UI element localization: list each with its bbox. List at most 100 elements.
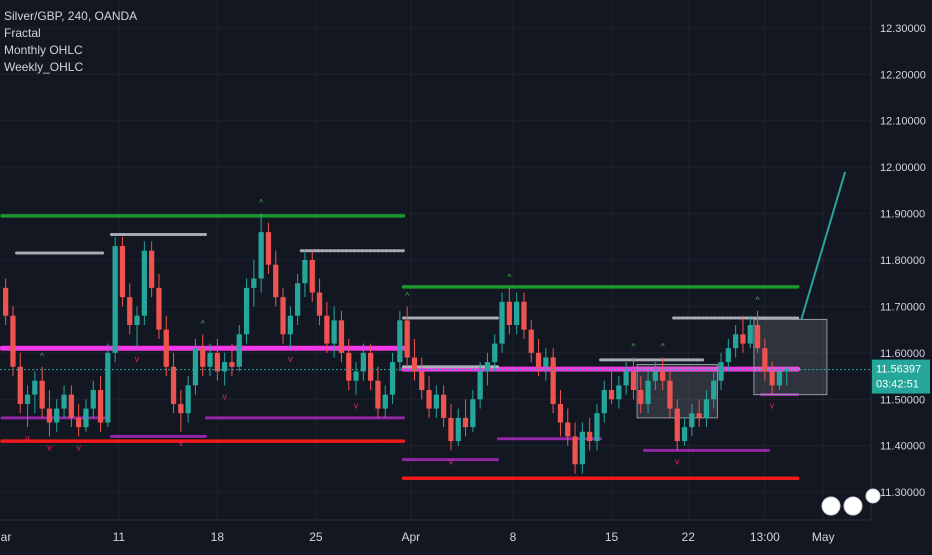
candle-body: [76, 417, 82, 428]
fractal-down-marker: v: [222, 391, 227, 401]
candle-body: [550, 357, 556, 404]
event-icons[interactable]: [821, 488, 881, 516]
symbol-title[interactable]: Silver/GBP, 240, OANDA: [4, 9, 138, 23]
candle-body: [287, 315, 293, 335]
candle-body: [324, 315, 330, 344]
fractal-down-marker: v: [770, 401, 775, 411]
candle-body: [455, 417, 461, 442]
calendar-event-icon[interactable]: [865, 488, 881, 504]
candle-body: [747, 325, 753, 344]
candle-body: [587, 431, 593, 442]
candle-body: [316, 292, 323, 316]
time-tick-label: 13:00: [750, 530, 780, 544]
candle-body: [725, 348, 731, 363]
candle-body: [127, 297, 133, 325]
candle-body: [222, 362, 228, 372]
fractal-down-marker: v: [25, 433, 30, 443]
candle-body: [149, 250, 155, 288]
candle-body: [740, 334, 746, 344]
calendar-event-icon[interactable]: [821, 496, 841, 516]
price-tick-label: 12.10000: [880, 116, 926, 128]
time-tick-label: 18: [211, 530, 225, 544]
fractal-up-marker: ^: [631, 342, 636, 352]
time-tick-label: Apr: [401, 530, 420, 544]
candle-body: [470, 399, 476, 428]
candles: [3, 213, 790, 474]
candle-body: [119, 246, 126, 298]
candle-body: [543, 357, 549, 367]
candle-body: [32, 380, 38, 395]
candle-body: [54, 408, 60, 423]
candle-body: [112, 246, 118, 353]
candle-body: [236, 334, 242, 367]
candle-body: [623, 371, 629, 386]
candle-body: [616, 385, 622, 400]
candle-body: [83, 408, 89, 428]
candle-body: [645, 380, 651, 404]
price-tick-label: 11.30000: [880, 487, 925, 499]
candle-body: [192, 348, 199, 386]
fractal-up-marker: ^: [661, 342, 666, 352]
fractal-down-marker: v: [449, 456, 454, 466]
fractal-down-marker: v: [179, 438, 184, 448]
price-tick-label: 11.50000: [880, 394, 925, 406]
price-tick-label: 11.90000: [880, 209, 925, 221]
candle-body: [3, 287, 9, 316]
chart-legend: Silver/GBP, 240, OANDA Fractal Monthly O…: [4, 8, 137, 76]
fractal-up-marker: ^: [405, 290, 410, 300]
candle-body: [251, 278, 257, 288]
price-axis[interactable]: 12.30000 12.20000 12.10000 12.00000 11.90000…: [870, 0, 926, 520]
candle-body: [448, 417, 454, 442]
candle-body: [411, 357, 418, 372]
candle-body: [273, 264, 279, 298]
candle-body: [667, 380, 673, 409]
candle-body: [762, 348, 768, 372]
fractal-down-marker: v: [47, 442, 52, 452]
indicator-fractal[interactable]: Fractal: [4, 26, 41, 40]
price-tick-label: 12.00000: [880, 162, 926, 174]
candle-body: [368, 352, 374, 381]
candle-body: [784, 369, 790, 372]
fractal-up-marker: ^: [755, 295, 760, 305]
candle-body: [681, 427, 688, 442]
candle-body: [638, 390, 644, 404]
fractal-up-marker: ^: [507, 272, 512, 282]
calendar-event-icon[interactable]: [843, 496, 863, 516]
time-tick-label: 25: [309, 530, 323, 544]
candle-body: [90, 390, 96, 409]
candle-body: [674, 408, 680, 442]
candle-body: [433, 394, 439, 409]
candle-body: [521, 301, 527, 330]
candle-body: [528, 329, 534, 353]
candle-body: [441, 394, 447, 418]
candle-body: [207, 352, 213, 367]
indicator-monthly-ohlc[interactable]: Monthly OHLC: [4, 43, 83, 57]
indicator-weekly-ohlc[interactable]: Weekly_OHLC: [4, 60, 84, 74]
candle-body: [68, 394, 74, 418]
candle-body: [309, 260, 315, 293]
candle-body: [776, 371, 783, 386]
candle-body: [105, 352, 111, 423]
candle-body: [302, 260, 308, 284]
candle-body: [696, 413, 702, 418]
candle-body: [506, 301, 512, 325]
candle-body: [258, 232, 264, 279]
price-tag: 11.56397 03:42:51: [872, 359, 930, 394]
candle-body: [295, 283, 301, 316]
projection-line[interactable]: [800, 171, 847, 320]
candle-body: [769, 371, 775, 386]
price-tick-label: 11.60000: [880, 348, 925, 360]
fractal-down-marker: v: [135, 354, 140, 364]
time-tick-label: 11: [113, 530, 126, 544]
candle-body: [426, 390, 432, 409]
candle-body: [572, 436, 578, 465]
candle-body: [557, 403, 564, 423]
time-tick-label: ar: [1, 530, 12, 544]
fractal-down-marker: v: [288, 354, 293, 364]
time-axis[interactable]: ar 11 18 25 Apr 8 15 22 13:00 May: [0, 519, 871, 544]
candle-body: [711, 380, 717, 400]
candle-body: [565, 422, 571, 437]
